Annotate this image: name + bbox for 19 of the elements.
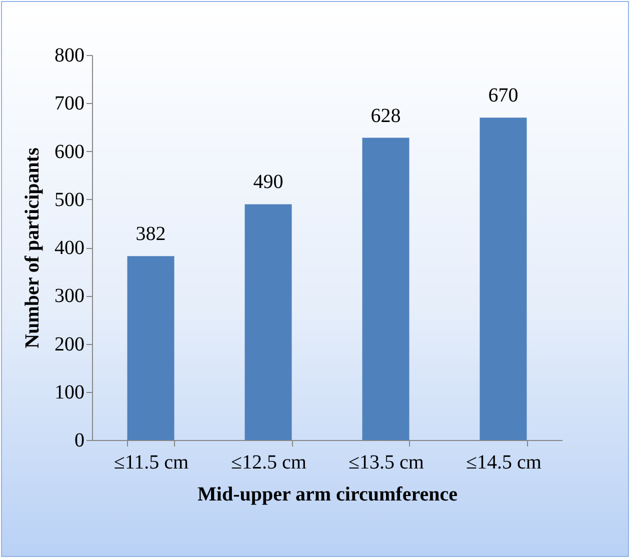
data-label: 490 <box>253 171 284 194</box>
x-tick-label: ≤11.5 cm <box>114 452 190 474</box>
y-tick-label: 700 <box>54 92 84 115</box>
y-tick-label: 600 <box>54 140 84 163</box>
y-tick-label: 800 <box>54 44 84 66</box>
y-tick-label: 0 <box>74 430 84 452</box>
x-tick-label: ≤13.5 cm <box>348 452 424 474</box>
x-tick-label: ≤12.5 cm <box>231 452 307 474</box>
y-tick-label: 200 <box>54 333 84 356</box>
x-tick-label: ≤14.5 cm <box>466 452 542 474</box>
y-tick-label: 400 <box>54 237 84 259</box>
y-axis-title: Number of participants <box>22 147 44 348</box>
y-tick-label: 500 <box>54 188 84 211</box>
x-axis-title: Mid-upper arm circumference <box>198 484 458 506</box>
data-label: 670 <box>488 84 518 107</box>
y-tick-label: 300 <box>54 285 84 308</box>
data-label: 382 <box>136 223 166 246</box>
y-tick-label: 100 <box>54 381 84 404</box>
data-label: 628 <box>370 104 401 127</box>
